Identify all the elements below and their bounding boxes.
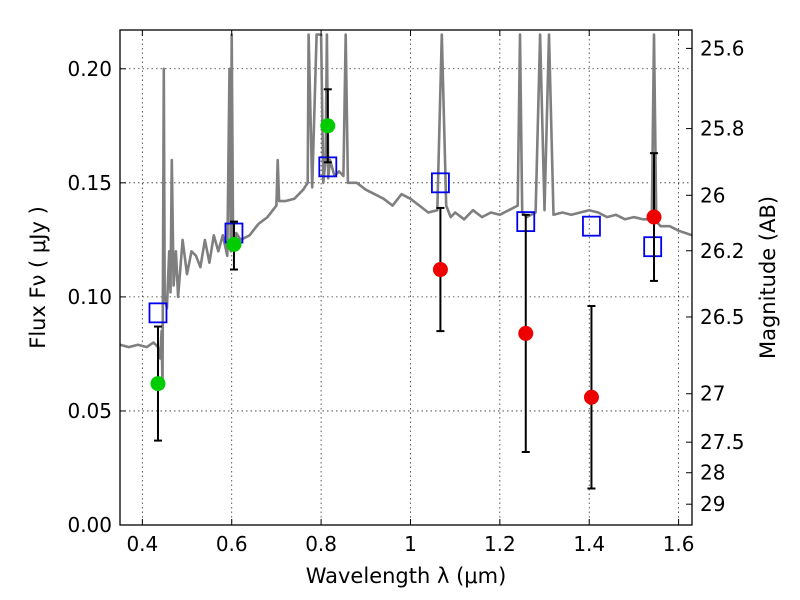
marker-series [148,88,663,490]
y2-tick-label: 28 [700,461,725,485]
model-flux-square [431,172,450,194]
y2-tick-label: 25.8 [700,117,745,141]
y2-axis-label: Magnitude (AB) [756,196,780,359]
y-tick-label: 0.20 [67,57,112,81]
x-tick-label: 1 [404,532,417,556]
observed-flux-point [518,325,534,341]
observed-flux-point [583,389,599,405]
x-tick-label: 0.6 [216,532,248,556]
x-tick-label: 1.2 [484,532,516,556]
y2-tick-label: 26 [700,183,725,207]
model-flux-square [148,302,168,324]
y2-tick-label: 29 [700,492,725,516]
y-tick-label: 0.00 [67,513,112,537]
y-tick-label: 0.10 [67,285,112,309]
y2-tick-label: 26.5 [700,305,745,329]
model-flux-square [582,215,601,237]
x-tick-label: 0.4 [126,532,158,556]
observed-flux-point [320,118,336,134]
y-tick-label: 0.15 [67,171,112,195]
model-flux-square [643,236,663,258]
y2-tick-label: 27 [700,382,725,406]
x-tick-label: 0.8 [305,532,337,556]
y2-tick-label: 27.5 [700,430,745,454]
observed-flux-point [226,236,242,252]
observed-flux-point [432,262,448,278]
y2-tick-label: 25.6 [700,36,745,60]
y2-tick-label: 26.2 [700,239,745,263]
observed-flux-point [150,376,166,392]
axis-ticks: 0.4 0.6 0.8 1 1.2 1.4 1.6 0.00 0.05 0.10 0.15 0.20 2… [67,30,745,556]
x-axis-label: Wavelength λ (μm) [306,564,507,588]
observed-flux-point [646,209,662,225]
x-tick-label: 1.6 [663,532,695,556]
y-tick-label: 0.05 [67,399,112,423]
plot-frame [119,29,693,526]
x-tick-label: 1.4 [573,532,605,556]
y-axis-label: Flux Fν ( μJy ) [26,206,50,349]
